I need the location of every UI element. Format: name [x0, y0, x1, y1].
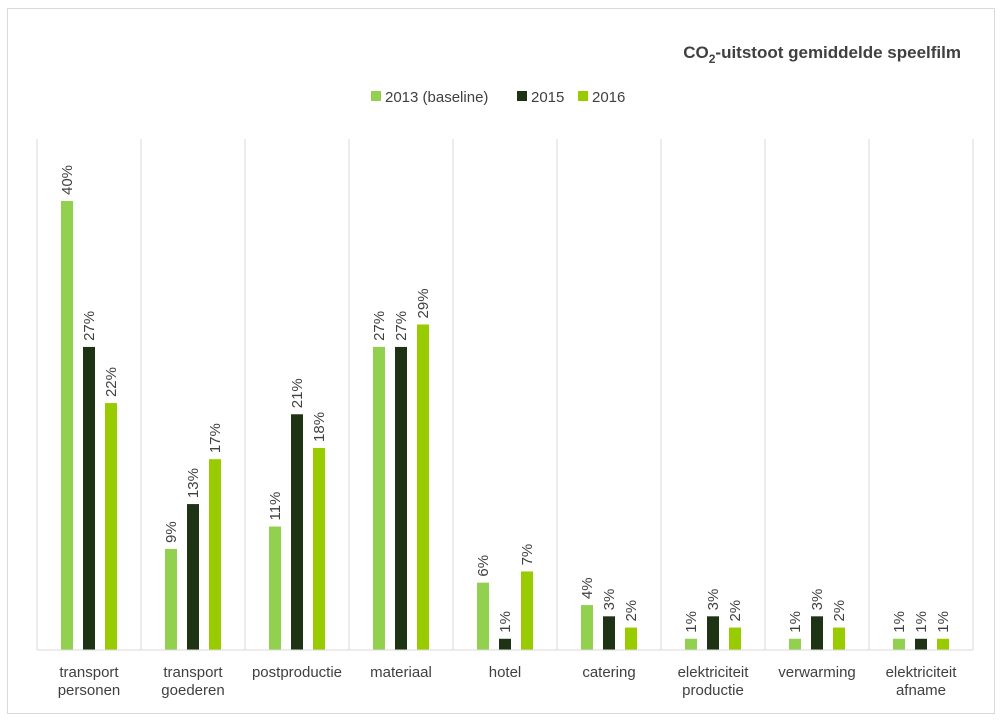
data-label: 3% [809, 589, 826, 611]
bar [937, 638, 949, 650]
data-label: 22% [103, 367, 120, 397]
data-labels: 40% 27% 22% 9% 13% 17% 11% 21% 18% 27% 27% 29% 6% 1% 7… [59, 165, 952, 633]
data-label: 21% [289, 378, 306, 408]
chart-title-suffix: -uitstoot gemiddelde speelfilm [715, 43, 961, 62]
category-label: materiaal [370, 664, 432, 681]
data-label: 4% [579, 577, 596, 599]
data-label: 1% [683, 611, 700, 633]
data-label: 3% [601, 589, 618, 611]
bar [269, 526, 281, 650]
data-label: 1% [891, 611, 908, 633]
data-label: 29% [415, 288, 432, 318]
bar [625, 627, 637, 650]
bar [83, 346, 95, 650]
category-label: catering [582, 664, 635, 681]
bar [209, 459, 221, 650]
data-label: 7% [519, 544, 536, 566]
legend-label-0: 2013 (baseline) [385, 89, 488, 106]
bar [61, 201, 73, 650]
bar [165, 548, 177, 650]
category-label: postproductie [252, 664, 342, 681]
bar [603, 616, 615, 650]
category-label: goederen [161, 682, 224, 699]
bar [499, 638, 511, 650]
bar [395, 346, 407, 650]
bar [291, 414, 303, 650]
legend-label-2: 2016 [592, 89, 625, 106]
data-label: 40% [59, 165, 76, 195]
bar [313, 447, 325, 650]
legend-swatch-2 [578, 91, 588, 101]
data-label: 13% [185, 468, 202, 498]
bar [833, 627, 845, 650]
data-label: 11% [267, 492, 284, 521]
bar [893, 638, 905, 650]
legend: 2013 (baseline) 2015 2016 [371, 89, 625, 106]
data-label: 27% [371, 311, 388, 341]
legend-label-1: 2015 [531, 89, 564, 106]
category-label: afname [896, 682, 946, 699]
category-label: personen [58, 682, 121, 699]
category-labels: transportpersonentransportgoederenpostpr… [58, 664, 958, 699]
bar [187, 504, 199, 650]
bar [105, 403, 117, 650]
bar [685, 638, 697, 650]
bar [915, 638, 927, 650]
category-label: transport [59, 664, 119, 681]
legend-swatch-0 [371, 91, 381, 101]
chart-frame: CO2-uitstoot gemiddelde speelfilm 2013 (… [7, 8, 995, 714]
data-label: 6% [475, 555, 492, 577]
chart-title: CO2-uitstoot gemiddelde speelfilm [683, 43, 961, 66]
bar [707, 616, 719, 650]
legend-swatch-1 [517, 91, 527, 101]
category-label: productie [682, 682, 744, 699]
chart-title-prefix: CO [683, 43, 709, 62]
data-label: 3% [705, 589, 722, 611]
category-label: elektriciteit [886, 664, 958, 681]
category-label: transport [163, 664, 223, 681]
category-label: elektriciteit [678, 664, 750, 681]
bar [581, 605, 593, 650]
bar [477, 582, 489, 650]
bar [789, 638, 801, 650]
bar-chart: CO2-uitstoot gemiddelde speelfilm 2013 (… [36, 43, 974, 699]
data-label: 2% [727, 600, 744, 622]
bar [729, 627, 741, 650]
category-label: hotel [489, 664, 522, 681]
bar [811, 616, 823, 650]
bars [61, 201, 949, 650]
bar [521, 571, 533, 650]
data-label: 2% [623, 600, 640, 622]
data-label: 27% [81, 311, 98, 341]
category-label: verwarming [778, 664, 856, 681]
data-label: 9% [163, 521, 180, 543]
data-label: 27% [393, 311, 410, 341]
data-label: 1% [787, 611, 804, 633]
bar [417, 324, 429, 650]
chart-title-subscript: 2 [709, 52, 716, 66]
data-label: 1% [497, 611, 514, 633]
bar [373, 346, 385, 650]
data-label: 17% [207, 423, 224, 453]
data-label: 1% [935, 611, 952, 633]
data-label: 1% [913, 611, 930, 633]
category-separators [36, 139, 974, 650]
data-label: 2% [831, 600, 848, 622]
data-label: 18% [311, 412, 328, 442]
